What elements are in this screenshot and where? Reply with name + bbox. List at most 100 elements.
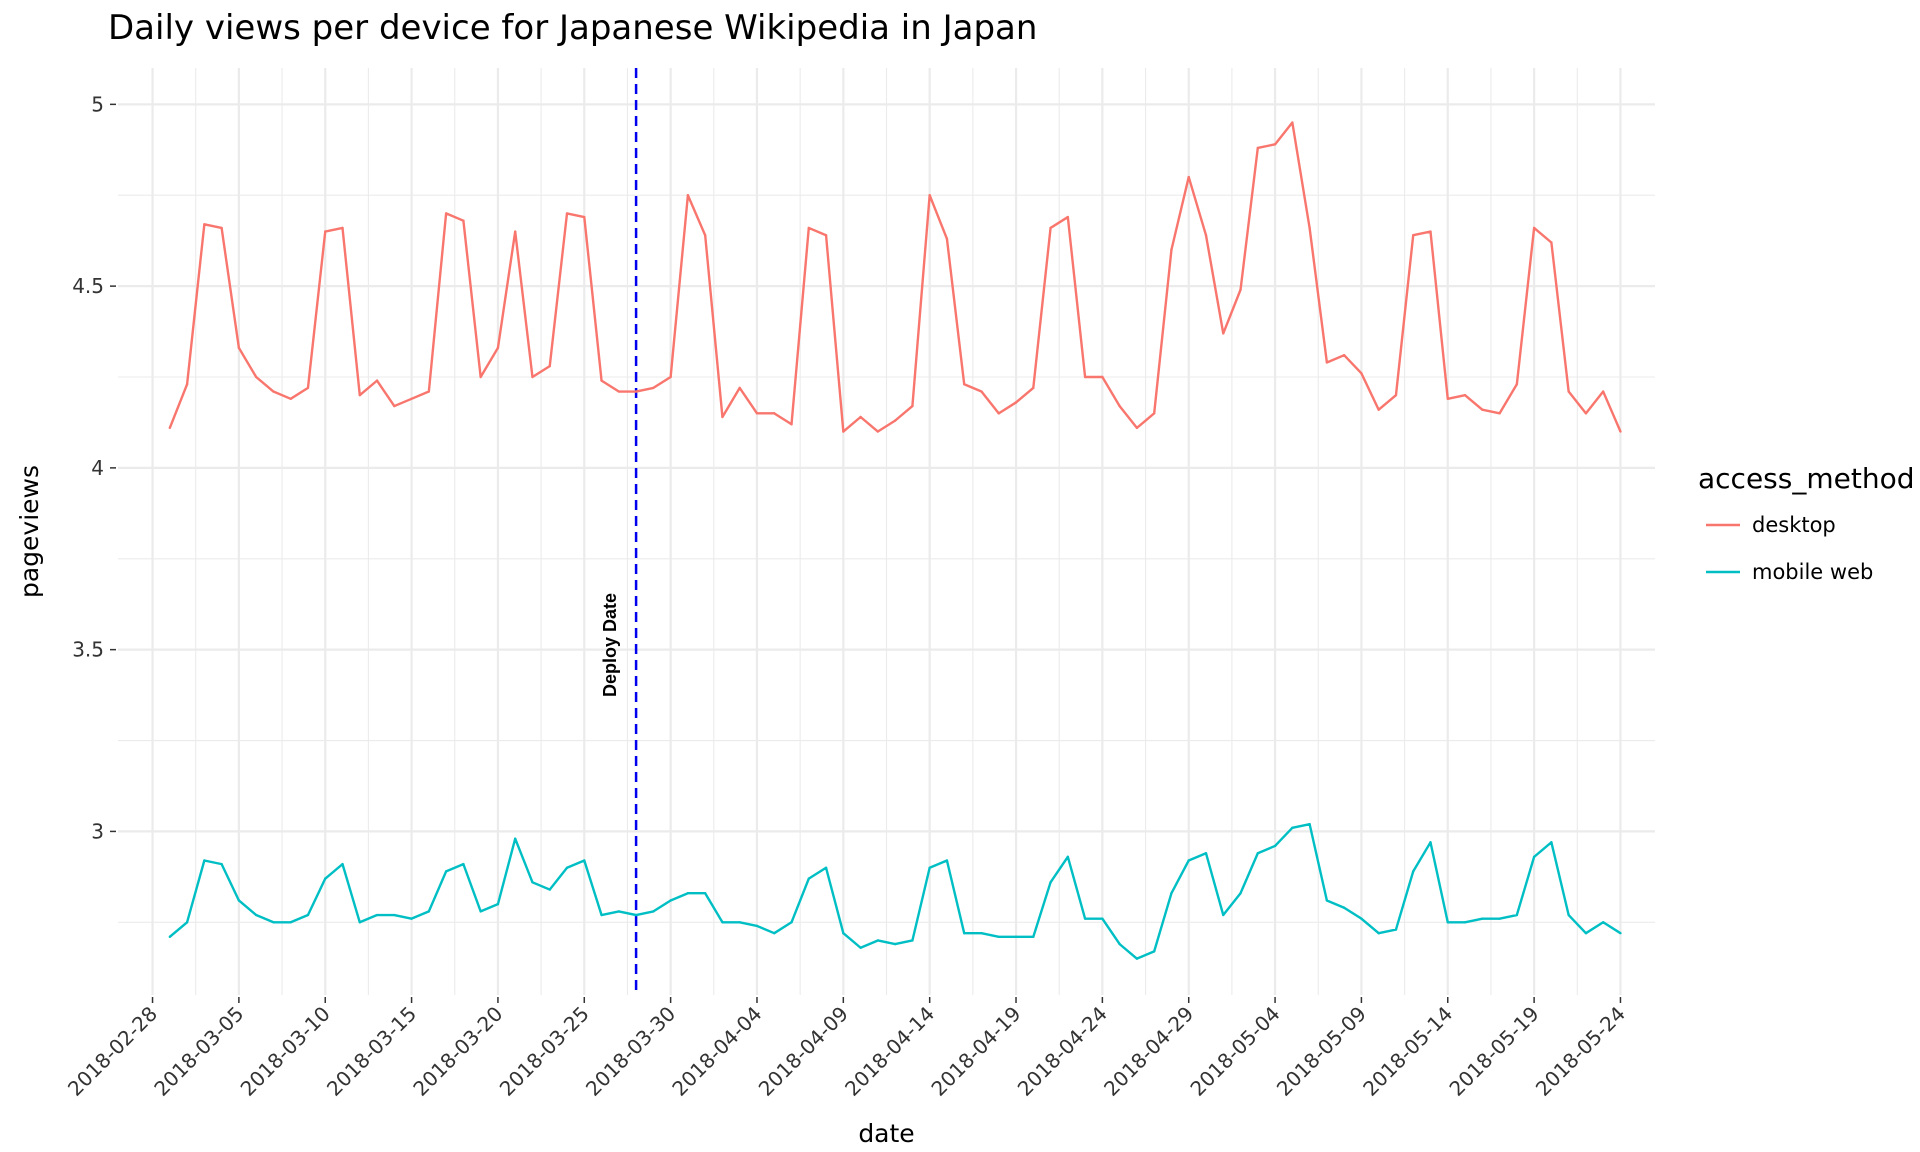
data-point-mobile-web	[168, 935, 172, 939]
data-point-mobile-web	[289, 921, 292, 924]
data-point-mobile-web	[1429, 841, 1432, 844]
data-point-desktop	[1222, 332, 1225, 335]
x-tick-label: 2018-04-09	[754, 1002, 853, 1101]
data-point-mobile-web	[859, 946, 862, 949]
data-point-desktop	[1118, 404, 1121, 408]
data-point-mobile-web	[876, 939, 880, 942]
data-point-desktop	[1377, 408, 1380, 411]
data-point-mobile-web	[565, 866, 569, 869]
series-lines	[168, 121, 1622, 960]
data-point-mobile-web	[1567, 913, 1570, 917]
data-point-mobile-web	[479, 910, 482, 913]
data-point-mobile-web	[669, 899, 672, 902]
data-point-desktop	[1066, 215, 1070, 219]
x-axis-title: date	[858, 1119, 914, 1148]
data-point-mobile-web	[1394, 928, 1398, 931]
data-point-mobile-web	[1032, 935, 1035, 939]
data-point-mobile-web	[945, 859, 949, 862]
data-point-mobile-web	[1515, 913, 1519, 917]
data-point-mobile-web	[686, 892, 690, 895]
data-point-desktop	[686, 194, 690, 197]
y-tick-label: 5	[91, 92, 104, 116]
data-point-desktop	[496, 346, 500, 350]
data-point-mobile-web	[1308, 822, 1311, 826]
data-point-mobile-web	[1481, 917, 1484, 920]
data-point-desktop	[1049, 226, 1052, 230]
x-tick-label: 2018-04-14	[840, 1002, 939, 1101]
data-point-mobile-web	[1619, 932, 1622, 935]
data-point-desktop	[842, 430, 845, 433]
data-point-mobile-web	[341, 862, 344, 866]
legend-title: access_method	[1698, 462, 1914, 495]
data-point-desktop	[203, 223, 206, 226]
x-axis: 2018-02-282018-03-052018-03-102018-03-15…	[63, 997, 1630, 1101]
data-point-desktop	[824, 234, 828, 237]
data-point-desktop	[652, 386, 655, 390]
data-point-desktop	[980, 390, 983, 393]
data-point-desktop	[479, 375, 482, 379]
data-point-mobile-web	[306, 913, 310, 917]
data-point-mobile-web	[1152, 950, 1156, 953]
data-point-desktop	[358, 393, 361, 397]
data-point-desktop	[306, 386, 310, 390]
x-tick-label: 2018-03-20	[408, 1002, 507, 1101]
data-point-desktop	[289, 397, 292, 401]
data-point-desktop	[1152, 412, 1156, 415]
data-point-mobile-web	[634, 913, 638, 917]
data-point-mobile-web	[1083, 917, 1087, 920]
data-point-mobile-web	[1584, 932, 1588, 935]
data-point-mobile-web	[1342, 906, 1346, 909]
data-point-desktop	[876, 430, 880, 433]
data-point-mobile-web	[1118, 942, 1121, 946]
data-point-mobile-web	[220, 862, 223, 866]
data-point-mobile-web	[738, 921, 741, 924]
data-point-desktop	[1360, 372, 1363, 375]
data-point-desktop	[1256, 146, 1259, 150]
data-point-desktop	[617, 390, 621, 393]
data-point-mobile-web	[1239, 892, 1242, 895]
data-point-desktop	[1584, 412, 1588, 415]
data-point-desktop	[945, 237, 949, 241]
x-tick-label: 2018-03-05	[149, 1002, 248, 1101]
data-point-mobile-web	[911, 939, 914, 942]
data-point-mobile-web	[652, 910, 655, 913]
x-tick-label: 2018-05-09	[1272, 1002, 1371, 1101]
x-tick-label: 2018-05-24	[1531, 1002, 1630, 1101]
x-tick-label: 2018-03-25	[495, 1002, 594, 1101]
data-point-mobile-web	[1360, 917, 1363, 920]
series-line-mobile-web	[169, 822, 1622, 960]
data-point-desktop	[444, 212, 448, 215]
chart-title: Daily views per device for Japanese Wiki…	[108, 8, 1038, 48]
data-point-mobile-web	[1135, 957, 1139, 960]
data-point-mobile-web	[997, 935, 1000, 939]
data-point-desktop	[548, 364, 551, 368]
x-tick-label: 2018-03-10	[236, 1002, 335, 1101]
data-point-desktop	[600, 379, 603, 382]
x-tick-label: 2018-03-30	[581, 1002, 680, 1101]
data-point-mobile-web	[548, 888, 551, 891]
data-point-desktop	[911, 404, 914, 408]
data-point-desktop	[1170, 248, 1173, 251]
data-point-desktop	[1308, 226, 1311, 230]
x-tick-label: 2018-04-19	[926, 1002, 1025, 1101]
data-point-desktop	[1619, 430, 1622, 433]
data-point-mobile-web	[842, 932, 845, 935]
data-point-mobile-web	[1446, 921, 1449, 924]
data-point-desktop	[1601, 390, 1605, 393]
data-point-mobile-web	[393, 913, 396, 917]
data-point-desktop	[773, 412, 776, 415]
data-point-mobile-web	[358, 921, 361, 924]
data-point-mobile-web	[1532, 855, 1536, 859]
data-point-mobile-web	[375, 913, 379, 917]
data-point-mobile-web	[893, 942, 897, 946]
data-point-mobile-web	[755, 924, 759, 928]
data-point-mobile-web	[703, 892, 707, 895]
data-point-mobile-web	[1463, 921, 1467, 924]
data-point-mobile-web	[963, 932, 966, 935]
data-point-mobile-web	[1187, 859, 1190, 862]
data-point-mobile-web	[824, 866, 828, 869]
data-point-desktop	[755, 412, 759, 415]
data-point-mobile-web	[721, 921, 724, 924]
data-point-desktop	[1463, 393, 1467, 397]
